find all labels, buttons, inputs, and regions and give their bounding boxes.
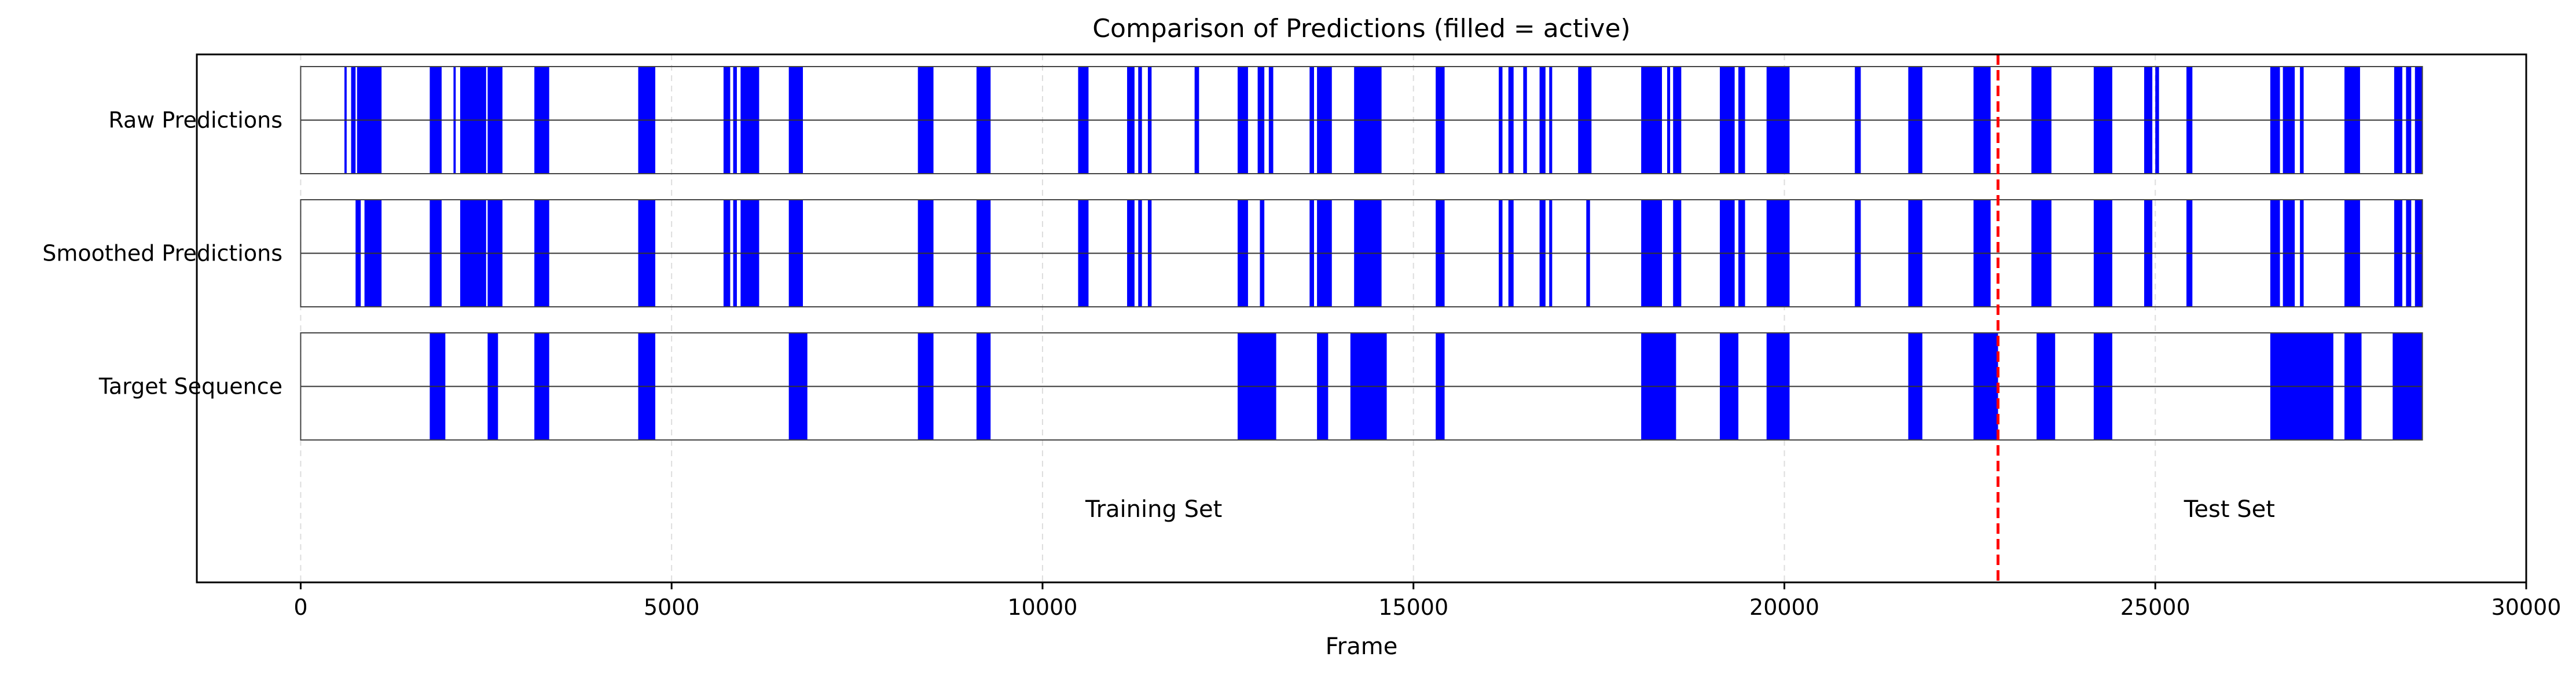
x-tick-label-0: 0 [293,595,307,620]
x-tick-label-3: 15000 [1378,595,1448,620]
plot-area-frame [196,53,2527,584]
x-tick-label-2: 10000 [1007,595,1077,620]
x-tick-label-6: 30000 [2491,595,2562,620]
x-axis: 0 5000 10000 15000 20000 25000 30000 [293,582,2561,620]
annotation-1: Test Set [2184,496,2275,523]
row-frame-1 [300,199,2423,307]
row-label-2: Target Sequence [98,374,282,399]
x-axis-label: Frame [1326,633,1398,660]
x-tick-label-4: 20000 [1749,595,1819,620]
annotations: Training Set Test Set [1085,496,2275,523]
row-label-0: Raw Predictions [108,108,282,133]
x-tick-label-1: 5000 [644,595,700,620]
row-2: Target Sequence [98,332,2423,441]
row-frame-0 [300,66,2423,174]
row-frame-2 [300,332,2423,441]
row-1: Smoothed Predictions [42,199,2423,307]
chart-title: Comparison of Predictions (filled = acti… [1092,14,1630,43]
timeline-rows: Raw Predictions Smoothed Predictions Targe… [42,66,2423,441]
row-0: Raw Predictions [108,66,2423,174]
x-tick-label-5: 25000 [2120,595,2190,620]
annotation-0: Training Set [1085,496,1222,523]
row-label-1: Smoothed Predictions [42,241,282,266]
